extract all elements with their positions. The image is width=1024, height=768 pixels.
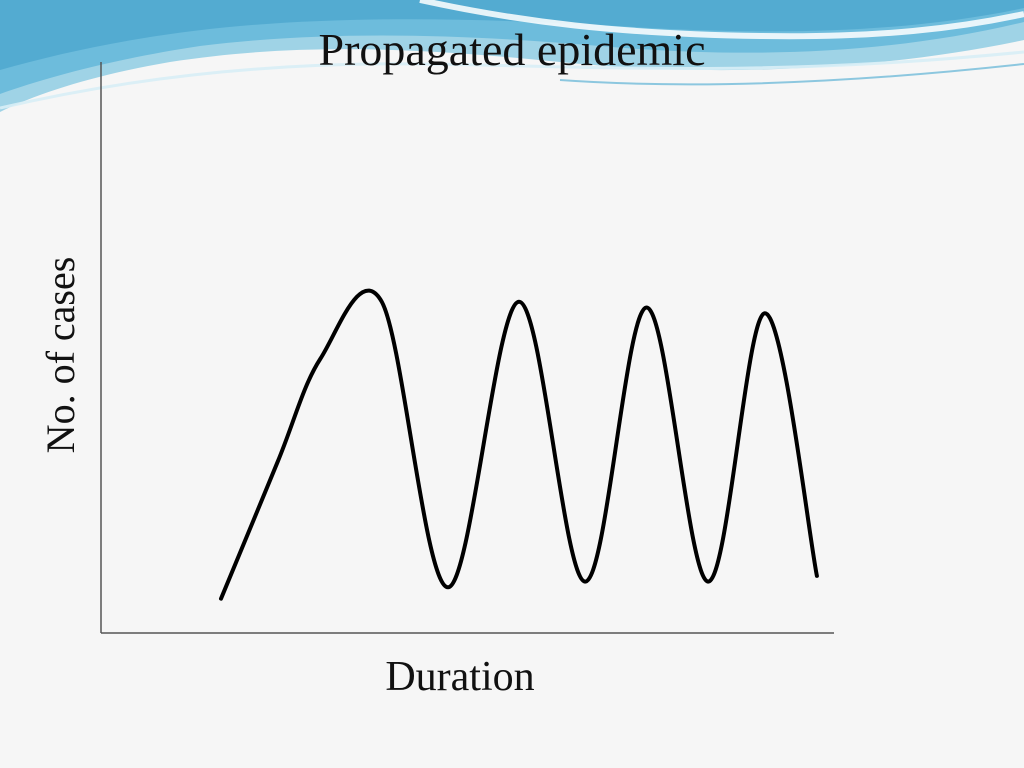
series-line-cases: [219, 288, 819, 601]
decorative-wave-banner: [0, 0, 1024, 112]
slide-title: Propagated epidemic: [318, 24, 706, 75]
x-axis-label: Duration: [385, 654, 535, 700]
y-axis-label: No. of cases: [38, 256, 83, 454]
